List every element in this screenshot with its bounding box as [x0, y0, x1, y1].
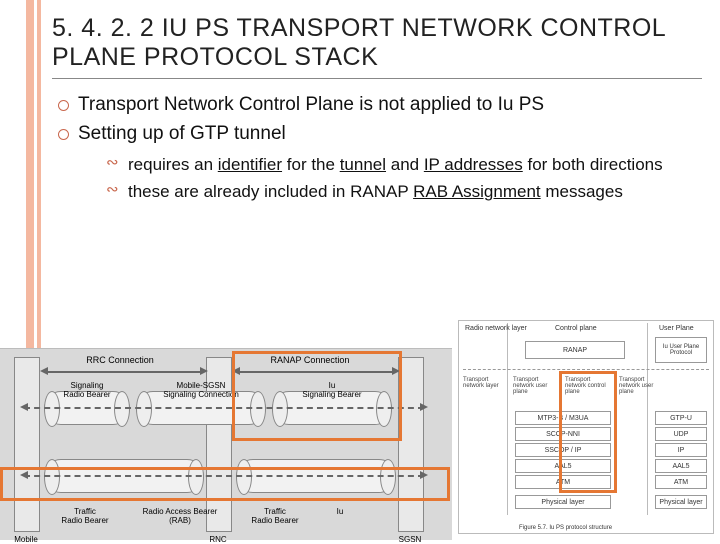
- highlight-box: [559, 371, 617, 493]
- stack-box: UDP: [655, 427, 707, 441]
- stack-box: ATM: [655, 475, 707, 489]
- divider: [647, 323, 648, 515]
- row-label: Transport network user plane: [619, 377, 663, 395]
- bullet-list: Transport Network Control Plane is not a…: [56, 93, 702, 203]
- node-bar: [14, 357, 40, 532]
- stack-box: IP: [655, 443, 707, 457]
- slide-title: 5. 4. 2. 2 IU PS TRANSPORT NETWORK CONTR…: [52, 14, 702, 79]
- slide-content: 5. 4. 2. 2 IU PS TRANSPORT NETWORK CONTR…: [52, 14, 702, 209]
- ranap-box: RANAP: [525, 341, 625, 359]
- divider: [507, 323, 508, 515]
- stack-box: AAL5: [655, 459, 707, 473]
- bottom-label: Traffic Radio Bearer: [50, 507, 120, 525]
- row-label: Transport network user plane: [513, 377, 555, 395]
- connection-arrow: [44, 371, 204, 373]
- bearer-diagram: Mobile RNC SGSN RRC Connection RANAP Con…: [0, 348, 452, 540]
- bullet-text: Setting up of GTP tunnel: [78, 123, 286, 144]
- connection-label: RRC Connection: [60, 355, 180, 365]
- sub-bullet-item: requires an identifier for the tunnel an…: [106, 154, 702, 175]
- bottom-label: Radio Access Bearer (RAB): [130, 507, 230, 525]
- arrow-left-icon: [20, 403, 28, 411]
- col-header: Radio network layer: [465, 325, 527, 332]
- stack-box: GTP-U: [655, 411, 707, 425]
- col-header: Control plane: [555, 325, 597, 332]
- bullet-text: Transport Network Control Plane is not a…: [78, 94, 544, 115]
- protocol-stack-figure: Radio network layer Control plane User P…: [458, 320, 714, 534]
- arrow-right-icon: [200, 367, 208, 375]
- userplane-box: Iu User Plane Protocol: [655, 337, 707, 363]
- figure-caption: Figure 5.7. Iu PS protocol structure: [519, 525, 612, 531]
- arrow-left-icon: [40, 367, 48, 375]
- sub-bullet-list: requires an identifier for the tunnel an…: [106, 154, 702, 203]
- sub-bullet-item: these are already included in RANAP RAB …: [106, 181, 702, 202]
- bullet-item: Transport Network Control Plane is not a…: [56, 93, 702, 117]
- bottom-label: Traffic Radio Bearer: [240, 507, 310, 525]
- highlight-box: [232, 351, 402, 441]
- col-header: User Plane: [659, 325, 694, 332]
- stack-box: Physical layer: [655, 495, 707, 509]
- highlight-box: [0, 467, 450, 501]
- bottom-label: Iu: [320, 507, 360, 516]
- arrow-right-icon: [420, 403, 428, 411]
- tube-label: Signaling Radio Bearer: [44, 381, 130, 399]
- divider: [463, 369, 709, 370]
- bullet-item: Setting up of GTP tunnel requires an ide…: [56, 122, 702, 202]
- figures-area: Mobile RNC SGSN RRC Connection RANAP Con…: [0, 310, 720, 540]
- stack-box: Physical layer: [515, 495, 611, 509]
- row-label: Transport network layer: [463, 377, 503, 389]
